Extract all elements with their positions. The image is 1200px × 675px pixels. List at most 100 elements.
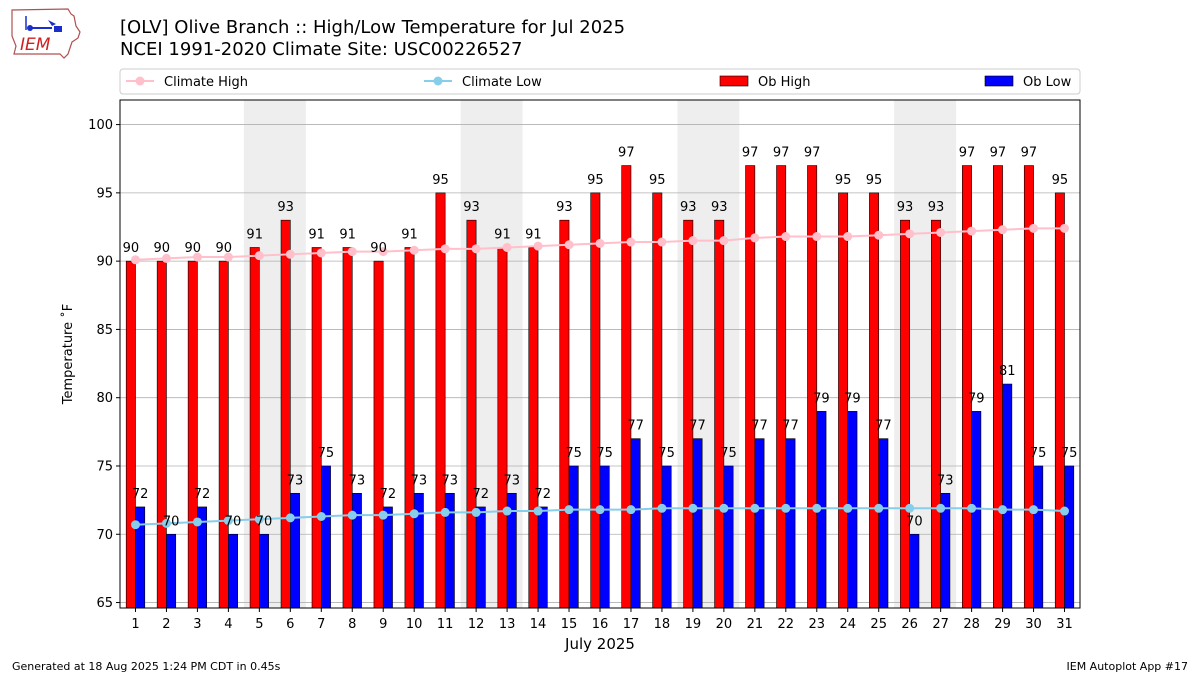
legend-ob-high-label: Ob High: [758, 75, 811, 90]
bars: [125, 165, 1075, 609]
ob-high-label: 91: [339, 227, 356, 242]
ob-low-label: 75: [596, 446, 613, 461]
ob-low-bar: [320, 465, 331, 609]
climate-low-point: [347, 510, 357, 520]
x-tick-label: 6: [286, 617, 294, 632]
ob-high-bar: [435, 192, 446, 609]
ob-high-bar: [311, 247, 322, 609]
x-tick-label: 2: [162, 617, 170, 632]
ob-low-bar: [475, 506, 486, 609]
ob-high-bar: [652, 192, 663, 609]
climate-low-point: [1060, 506, 1070, 516]
ob-high-label: 93: [277, 200, 294, 215]
y-tick-label: 65: [96, 596, 113, 611]
ob-high-bar: [683, 219, 694, 609]
ob-high-bar: [590, 192, 601, 609]
x-tick-label: 11: [437, 617, 454, 632]
ob-high-bar: [249, 247, 260, 609]
x-tick-label: 16: [592, 617, 609, 632]
ob-low-label: 75: [1030, 446, 1047, 461]
x-tick-label: 10: [406, 617, 423, 632]
ob-high-label: 95: [587, 173, 604, 188]
ob-low-label: 77: [751, 419, 768, 434]
ob-high-bar: [931, 219, 941, 609]
climate-low-point: [750, 503, 760, 513]
x-tick-label: 31: [1056, 617, 1073, 632]
climate-low-point: [905, 503, 915, 513]
ob-high-bar: [776, 165, 787, 609]
ob-high-bar: [559, 219, 570, 609]
y-tick-label: 90: [96, 255, 113, 270]
ob-low-bar: [661, 465, 672, 609]
ob-low-label: 77: [627, 419, 644, 434]
climate-high-point: [657, 237, 667, 247]
ob-low-label: 72: [194, 487, 211, 502]
ob-high-label: 91: [246, 227, 263, 242]
x-tick-label: 21: [747, 617, 764, 632]
ob-high-bar: [466, 219, 477, 609]
climate-high-point: [192, 252, 202, 262]
legend-climate-high-label: Climate High: [164, 75, 248, 90]
ob-low-label: 77: [782, 419, 799, 434]
climate-low-point: [409, 509, 419, 519]
climate-high-point: [347, 247, 357, 257]
climate-high-point: [750, 233, 760, 243]
legend-ob-high-swatch: [719, 75, 749, 87]
legend-climate-low-label: Climate Low: [462, 75, 542, 90]
ob-low-label: 72: [380, 487, 397, 502]
ob-high-bar: [156, 260, 167, 609]
ob-low-bar: [630, 438, 641, 609]
chart-subtitle: NCEI 1991-2020 Climate Site: USC00226527: [120, 39, 523, 60]
x-tick-label: 28: [963, 617, 980, 632]
ob-low-bar: [290, 492, 300, 609]
climate-high-point: [161, 253, 171, 263]
climate-high-point: [595, 238, 605, 248]
climate-low-point: [533, 506, 543, 516]
legend-ob-low-swatch: [984, 75, 1014, 87]
bar-value-labels: 90 72 90 70 90 72 90 70 91 70 93 73 91 75 91 73 90 72 91 73…: [123, 146, 1078, 530]
ob-low-label: 70: [256, 514, 273, 529]
climate-low-point: [378, 510, 388, 520]
climate-low-point: [440, 507, 450, 517]
app-note: IEM Autoplot App #17: [1066, 660, 1189, 673]
x-tick-label: 13: [499, 617, 516, 632]
ob-high-label: 97: [1021, 146, 1038, 161]
climate-low-point: [285, 513, 295, 523]
ob-low-bar: [166, 533, 177, 609]
ob-high-label: 93: [463, 200, 480, 215]
ob-low-bar: [537, 506, 548, 609]
ob-low-label: 73: [411, 473, 428, 488]
x-tick-label: 15: [561, 617, 578, 632]
climate-low-point: [130, 520, 140, 530]
ob-high-label: 93: [711, 200, 728, 215]
chart-titles: [OLV] Olive Branch :: High/Low Temperatu…: [120, 17, 625, 61]
y-tick-label: 75: [96, 459, 113, 474]
ob-low-label: 72: [132, 487, 149, 502]
x-tick-label: 14: [530, 617, 547, 632]
ob-low-label: 73: [503, 473, 520, 488]
legend-ob-low-label: Ob Low: [1023, 75, 1072, 90]
ob-high-bar: [497, 247, 508, 609]
ob-high-label: 90: [215, 241, 232, 256]
ob-high-bar: [342, 247, 353, 609]
ob-high-label: 95: [866, 173, 883, 188]
ob-low-bar: [1033, 465, 1044, 609]
ob-low-label: 73: [442, 473, 459, 488]
climate-high-point: [316, 248, 326, 258]
x-tick-label: 30: [1025, 617, 1042, 632]
climate-low-point: [936, 503, 946, 513]
climate-low-point: [843, 503, 853, 513]
x-tick-label: 24: [839, 617, 856, 632]
ob-low-bar: [692, 438, 703, 609]
climate-low-point: [657, 503, 667, 513]
ob-high-bar: [900, 219, 910, 609]
climate-low-point: [874, 503, 884, 513]
y-tick-label: 95: [96, 186, 113, 201]
ob-low-label: 73: [937, 473, 954, 488]
y-tick-label: 80: [96, 391, 113, 406]
ob-high-bar: [218, 260, 229, 609]
ob-high-label: 91: [401, 227, 418, 242]
ob-low-label: 79: [813, 391, 830, 406]
x-tick-label: 3: [193, 617, 201, 632]
ob-low-label: 70: [906, 514, 923, 529]
